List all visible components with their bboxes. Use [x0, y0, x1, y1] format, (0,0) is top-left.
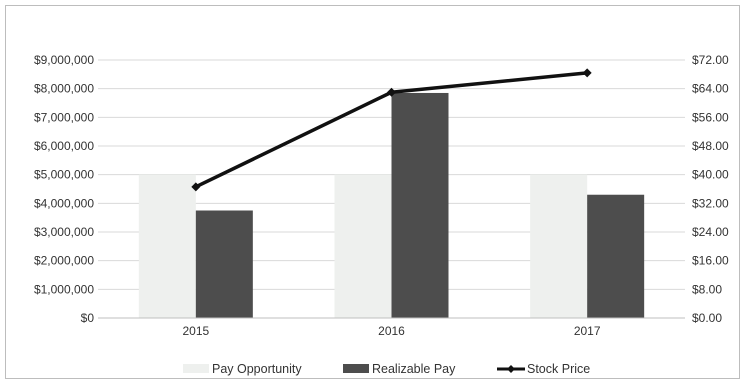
right-axis-ticks: $0.00 $8.00 $16.00 $24.00 $32.00 $40.00 $48.00… [692, 53, 729, 325]
stock-price-point-2015 [191, 182, 201, 192]
legend-swatch-pay-opportunity [183, 364, 209, 373]
right-axis-tick-label: $0.00 [692, 311, 722, 325]
legend-label-pay-opportunity: Pay Opportunity [212, 362, 302, 376]
bars [138, 92, 645, 318]
left-axis-tick-label: $9,000,000 [34, 53, 94, 67]
stock-price-line [191, 68, 592, 192]
right-axis-tick-label: $56.00 [692, 110, 729, 124]
x-axis-ticks: 2015 2016 2017 [182, 324, 600, 338]
bar-pay-opportunity-2015 [138, 174, 196, 318]
stock-price-point-2016 [387, 87, 396, 97]
legend-swatch-realizable-pay [343, 364, 369, 373]
right-axis-tick-label: $40.00 [692, 168, 729, 182]
right-axis-tick-label: $16.00 [692, 254, 729, 268]
left-axis-tick-label: $8,000,000 [34, 82, 94, 96]
right-axis-tick-label: $48.00 [692, 139, 729, 153]
right-axis-tick-label: $64.00 [692, 82, 729, 96]
x-axis-tick-label: 2015 [182, 324, 209, 338]
right-axis-tick-label: $8.00 [692, 282, 722, 296]
legend-label-realizable-pay: Realizable Pay [372, 362, 456, 376]
bar-realizable-pay-2017 [587, 194, 645, 318]
right-axis-tick-label: $32.00 [692, 196, 729, 210]
left-axis-tick-label: $0 [81, 311, 95, 325]
left-axis-tick-label: $4,000,000 [34, 196, 94, 210]
legend-marker-stock-price [507, 365, 515, 373]
bar-realizable-pay-2015 [195, 210, 253, 318]
bar-pay-opportunity-2016 [334, 174, 392, 318]
left-axis-tick-label: $6,000,000 [34, 139, 94, 153]
left-axis-tick-label: $3,000,000 [34, 225, 94, 239]
left-axis-tick-label: $5,000,000 [34, 168, 94, 182]
legend-label-stock-price: Stock Price [527, 362, 590, 376]
bar-pay-opportunity-2017 [530, 174, 588, 318]
bar-realizable-pay-2016 [391, 92, 449, 318]
x-axis-tick-label: 2017 [574, 324, 601, 338]
right-axis-tick-label: $72.00 [692, 53, 729, 67]
right-axis-tick-label: $24.00 [692, 225, 729, 239]
x-axis-tick-label: 2016 [378, 324, 405, 338]
legend: Pay Opportunity Realizable Pay Stock Price [183, 362, 590, 376]
left-axis-ticks: $0 $1,000,000 $2,000,000 $3,000,000 $4,000,0… [34, 53, 94, 325]
stock-price-point-2017 [582, 68, 592, 78]
left-axis-tick-label: $2,000,000 [34, 254, 94, 268]
left-axis-tick-label: $7,000,000 [34, 110, 94, 124]
left-axis-tick-label: $1,000,000 [34, 282, 94, 296]
